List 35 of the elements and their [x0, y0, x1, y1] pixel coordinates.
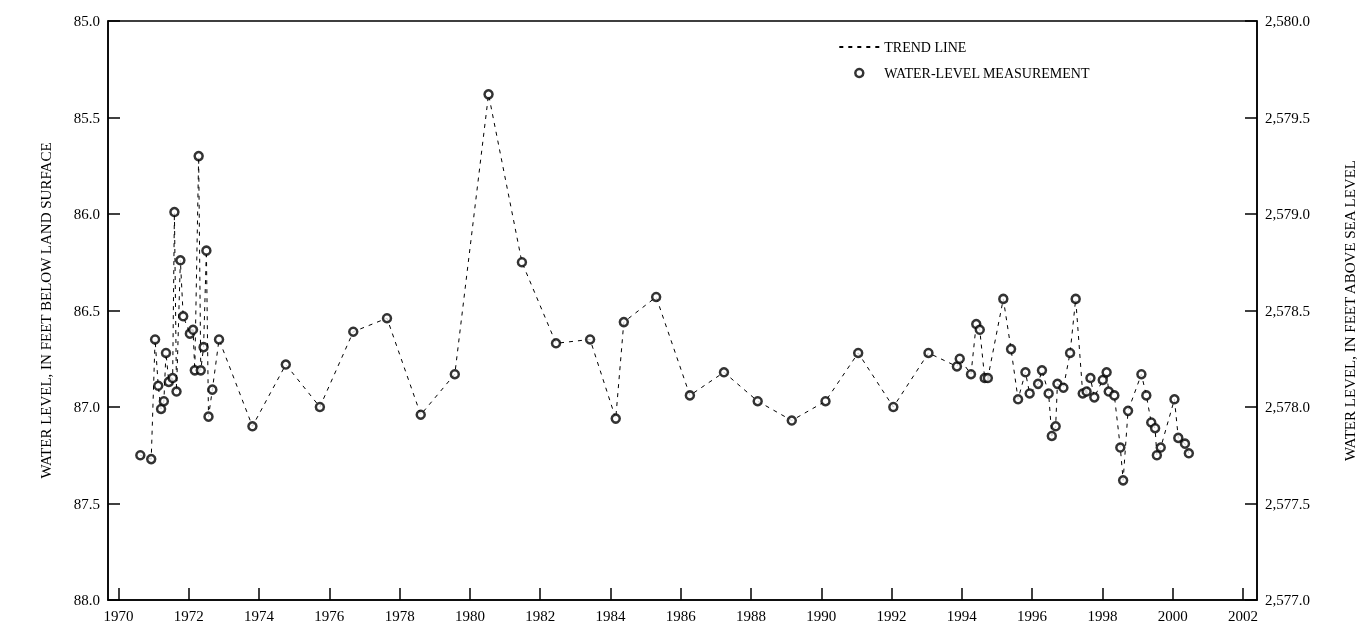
y-tick-label: 85.5	[73, 109, 100, 126]
y-tick-label: 87.5	[73, 495, 100, 512]
x-tick-label: 1978	[384, 607, 415, 624]
x-tick-label: 1980	[454, 607, 485, 624]
y-tick-label: 85.0	[73, 13, 100, 29]
y2-tick-label: 2,580.0	[1265, 13, 1310, 29]
y-tick-label: 86.0	[73, 206, 100, 222]
x-tick-label: 1970	[103, 607, 134, 624]
legend-label: TREND LINE	[884, 39, 967, 55]
x-tick-label: 1974	[244, 607, 275, 624]
x-tick-label: 1988	[736, 607, 767, 624]
x-tick-label: 1984	[595, 607, 626, 624]
x-tick-label: 1990	[806, 607, 837, 624]
y2-tick-label: 2,579.5	[1265, 109, 1310, 126]
x-tick-label: 1998	[1087, 607, 1118, 624]
y2-tick-label: 2,578.5	[1265, 302, 1310, 319]
y2-tick-label: 2,577.5	[1265, 495, 1310, 512]
y2-tick-label: 2,577.0	[1265, 592, 1310, 608]
y2-tick-label: 2,578.0	[1265, 399, 1310, 415]
y-tick-label: 87.0	[73, 399, 100, 415]
y-tick-label: 86.5	[73, 302, 100, 319]
x-tick-label: 2000	[1157, 607, 1188, 624]
y-axis-title: WATER LEVEL, IN FEET BELOW LAND SURFACE	[37, 142, 54, 479]
x-tick-label: 2002	[1227, 607, 1258, 624]
x-tick-label: 1976	[314, 607, 345, 624]
x-tick-label: 1994	[946, 607, 978, 624]
y2-axis-title: WATER LEVEL, IN FEET ABOVE SEA LEVEL	[1341, 160, 1358, 461]
x-tick-label: 1996	[1017, 607, 1048, 624]
legend-label: WATER-LEVEL MEASUREMENT	[884, 65, 1090, 81]
y2-tick-label: 2,579.0	[1265, 206, 1310, 222]
x-tick-label: 1972	[173, 607, 204, 624]
x-tick-label: 1982	[525, 607, 556, 624]
x-tick-label: 1986	[665, 607, 697, 624]
x-tick-label: 1992	[876, 607, 907, 624]
y-tick-label: 88.0	[73, 592, 100, 608]
